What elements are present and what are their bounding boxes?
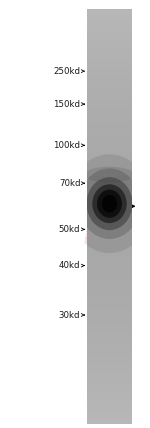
Text: 100kd: 100kd <box>53 141 80 150</box>
Text: 40kd: 40kd <box>59 261 80 270</box>
Ellipse shape <box>97 190 122 218</box>
Text: www.ptglab.com: www.ptglab.com <box>83 188 99 244</box>
Ellipse shape <box>79 168 140 239</box>
Ellipse shape <box>102 195 117 213</box>
Text: 70kd: 70kd <box>59 178 80 188</box>
Ellipse shape <box>92 184 127 223</box>
Ellipse shape <box>85 166 134 183</box>
Ellipse shape <box>87 177 132 230</box>
Text: 50kd: 50kd <box>59 225 80 234</box>
Text: 250kd: 250kd <box>53 67 80 76</box>
Ellipse shape <box>68 154 150 253</box>
Text: 30kd: 30kd <box>59 310 80 320</box>
Text: 150kd: 150kd <box>53 100 80 109</box>
